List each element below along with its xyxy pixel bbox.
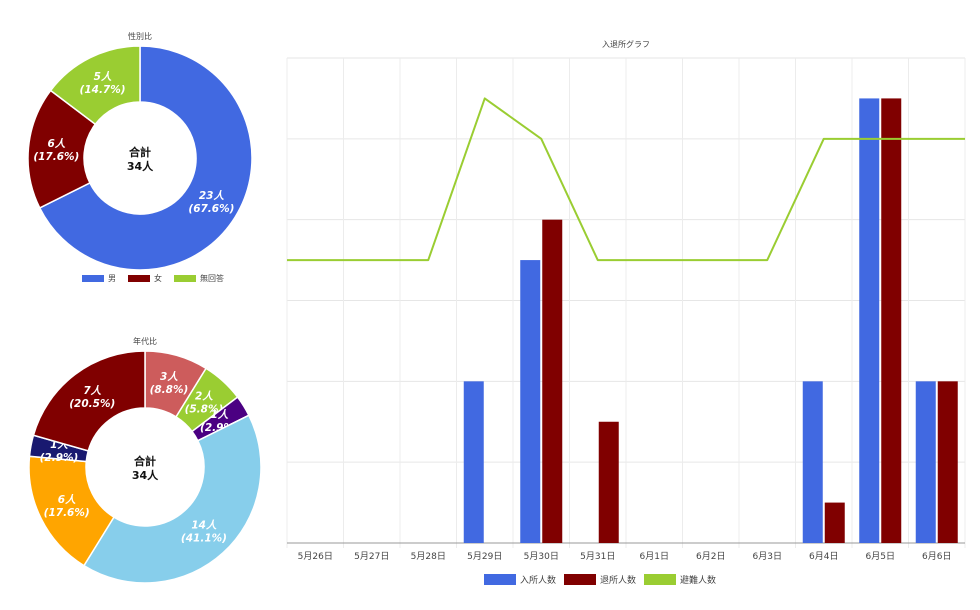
slice-value-label: 6人 xyxy=(58,494,76,506)
slice-percent-label: (17.6%) xyxy=(44,507,90,519)
x-tick-label: 6月1日 xyxy=(640,551,669,562)
slice-value-label: 23人 xyxy=(199,190,225,202)
center-total-value: 34人 xyxy=(132,468,159,482)
x-tick-label: 5月27日 xyxy=(354,551,389,562)
slice-percent-label: (2.9%) xyxy=(40,452,79,464)
bar xyxy=(542,219,563,543)
bar xyxy=(598,421,619,543)
x-tick-label: 6月6日 xyxy=(922,551,951,562)
slice-percent-label: (8.8%) xyxy=(150,384,189,396)
bar xyxy=(937,381,958,543)
legend-label: 無回答 xyxy=(200,273,224,283)
gender-ratio-chart: 性別比 23人 (67.6%) 6人 (17.6%) 5人 (14.7%) 合計 34人男 女 無回… xyxy=(0,0,280,300)
admission-discharge-svg: 入退所グラフ 5月26日 5月27日 5月28日 5月29日 5月30日 5月31日 6月1日… xyxy=(286,39,966,586)
donut-slice xyxy=(27,89,97,209)
slice-value-label: 6人 xyxy=(47,138,65,150)
slice-value-label: 1人 xyxy=(210,409,228,421)
slice-value-label: 7人 xyxy=(83,385,101,397)
legend-label: 退所人数 xyxy=(600,574,636,586)
legend-swatch xyxy=(484,574,516,585)
bar xyxy=(520,260,541,543)
bar xyxy=(915,381,936,543)
donut-slice xyxy=(32,350,146,452)
x-tick-label: 6月4日 xyxy=(809,551,838,562)
slice-percent-label: (41.1%) xyxy=(181,533,227,545)
legend: 入所人数 退所人数 避難人数 xyxy=(484,574,716,586)
slice-value-label: 3人 xyxy=(160,371,178,383)
center-total-value: 34人 xyxy=(127,159,154,173)
legend-label: 女 xyxy=(154,273,162,283)
x-tick-label: 5月30日 xyxy=(524,551,559,562)
legend-label: 入所人数 xyxy=(520,574,556,586)
center-total-title: 合計 xyxy=(129,145,151,159)
bar xyxy=(802,381,823,543)
age-ratio-chart: 年代比 3人 (8.8%) 2人 (5.8%) 1人 (2.9%) 14人 (41.1%) 6人(… xyxy=(0,300,280,606)
legend-swatch xyxy=(128,275,150,282)
bar xyxy=(859,98,880,544)
slice-value-label: 5人 xyxy=(94,71,112,83)
legend-label: 避難人数 xyxy=(680,574,716,586)
chart-title: 入退所グラフ xyxy=(602,39,650,49)
donut-slice xyxy=(49,45,141,126)
x-tick-label: 6月3日 xyxy=(753,551,782,562)
bar xyxy=(463,381,484,543)
donut-slice xyxy=(82,414,262,584)
legend-swatch xyxy=(174,275,196,282)
x-tick-label: 6月5日 xyxy=(866,551,895,562)
legend-swatch xyxy=(82,275,104,282)
age-donut-svg: 年代比3人(8.8%)2人(5.8%)1人(2.9%)14人(41.1%)6人(… xyxy=(28,336,262,584)
slice-percent-label: (17.6%) xyxy=(33,151,79,163)
admission-discharge-chart: 入退所グラフ 5月26日 5月27日 5月28日 5月29日 5月30日 5月31日 6月1日… xyxy=(280,0,980,606)
legend-label: 男 xyxy=(108,274,116,283)
slice-percent-label: (20.5%) xyxy=(69,398,115,410)
legend-swatch xyxy=(564,574,596,585)
bar xyxy=(881,98,902,544)
x-tick-label: 5月31日 xyxy=(580,551,615,562)
x-tick-label: 6月2日 xyxy=(696,551,725,562)
slice-percent-label: (67.6%) xyxy=(188,203,234,215)
x-tick-label: 5月28日 xyxy=(411,551,446,562)
donut-title: 性別比 xyxy=(128,31,152,41)
bar xyxy=(824,502,845,543)
donut-slice xyxy=(38,45,253,271)
center-total-title: 合計 xyxy=(134,454,156,468)
x-tick-label: 5月29日 xyxy=(467,551,502,562)
slice-percent-label: (5.8%) xyxy=(185,403,224,415)
donut-title: 年代比 xyxy=(133,336,157,346)
line-series xyxy=(287,97,965,262)
slice-percent-label: (14.7%) xyxy=(80,84,126,96)
slice-value-label: 2人 xyxy=(195,390,213,402)
slice-value-label: 14人 xyxy=(191,520,217,532)
legend-swatch xyxy=(644,574,676,585)
x-tick-label: 5月26日 xyxy=(298,551,333,562)
